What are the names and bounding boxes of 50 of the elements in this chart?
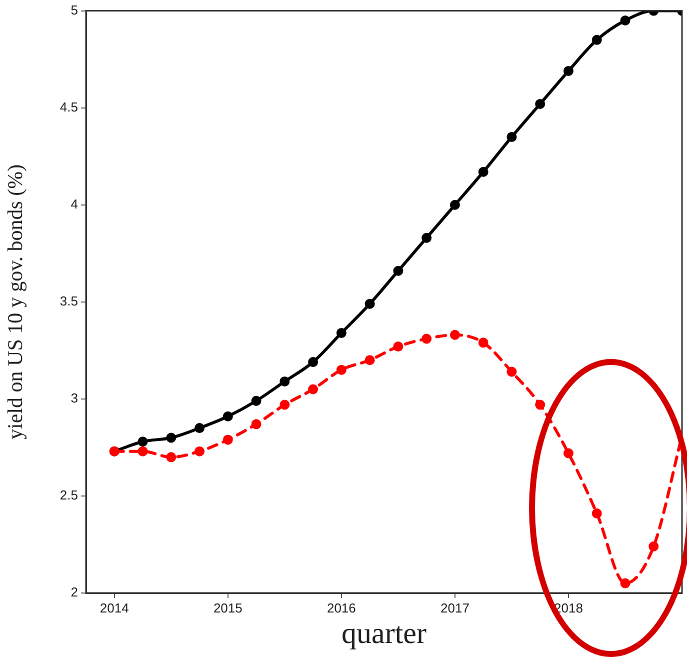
point bbox=[450, 330, 460, 340]
point bbox=[251, 419, 262, 430]
point bbox=[648, 541, 659, 552]
y-tick-label: 2 bbox=[70, 584, 78, 600]
point bbox=[194, 423, 205, 434]
point bbox=[563, 448, 574, 458]
y-tick-label: 2.5 bbox=[60, 488, 78, 503]
point bbox=[592, 34, 602, 45]
x-tick-label: 2017 bbox=[440, 600, 470, 616]
x-tick-label: 2015 bbox=[213, 600, 242, 616]
y-tick-label: 3 bbox=[70, 390, 78, 406]
point bbox=[422, 334, 432, 344]
point bbox=[308, 357, 318, 368]
point bbox=[364, 298, 375, 309]
point bbox=[194, 446, 205, 456]
point bbox=[138, 436, 148, 447]
y-tick-label: 4 bbox=[70, 196, 78, 212]
point bbox=[563, 66, 574, 76]
y-tick-label: 4.5 bbox=[60, 99, 78, 114]
point bbox=[166, 432, 176, 443]
y-tick-label: 3.5 bbox=[60, 293, 78, 308]
point bbox=[506, 366, 517, 377]
point bbox=[138, 446, 148, 456]
point bbox=[308, 384, 318, 394]
point bbox=[450, 200, 460, 210]
point bbox=[251, 396, 262, 406]
point bbox=[336, 364, 346, 375]
point bbox=[478, 338, 488, 348]
y-axis-title: yield on US 10 y gov. bonds (%) bbox=[3, 164, 28, 440]
point bbox=[478, 166, 488, 177]
point bbox=[393, 342, 404, 352]
x-tick-label: 2016 bbox=[326, 600, 356, 616]
point bbox=[222, 434, 233, 445]
point bbox=[620, 578, 630, 588]
point bbox=[422, 232, 432, 243]
point bbox=[506, 132, 517, 142]
point bbox=[393, 266, 404, 276]
point bbox=[336, 328, 346, 338]
point bbox=[364, 355, 375, 366]
point bbox=[535, 400, 546, 410]
x-tick-label: 2014 bbox=[100, 600, 129, 616]
point bbox=[620, 16, 630, 26]
point bbox=[166, 452, 176, 462]
point bbox=[535, 98, 546, 109]
point bbox=[592, 508, 602, 518]
y-tick-label: 5 bbox=[70, 2, 78, 18]
point bbox=[280, 400, 290, 410]
point bbox=[222, 411, 233, 422]
x-axis-title: quarter bbox=[342, 616, 426, 650]
point bbox=[280, 376, 290, 386]
